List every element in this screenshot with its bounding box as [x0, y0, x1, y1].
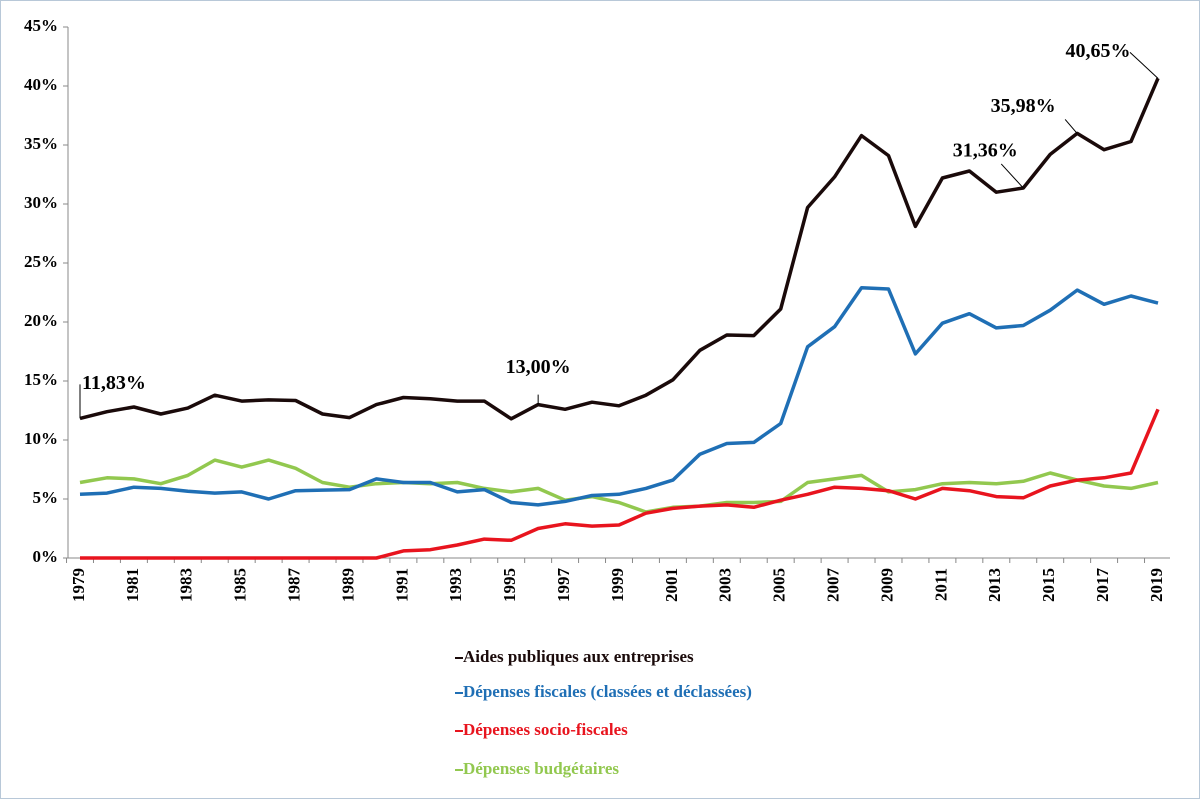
- legend-label: Dépenses fiscales (classées et déclassée…: [463, 682, 752, 701]
- legend-label: Dépenses socio-fiscales: [463, 720, 628, 739]
- x-tick-label: 1993: [446, 568, 465, 602]
- x-tick-label: 2013: [985, 568, 1004, 602]
- y-tick-label: 40%: [24, 75, 58, 94]
- data-label: 11,83%: [82, 372, 146, 394]
- leader-line: [1129, 51, 1159, 79]
- x-tick-label: 2015: [1039, 568, 1058, 602]
- x-tick-label: 2009: [877, 568, 896, 602]
- y-tick-label: 35%: [24, 134, 58, 153]
- y-tick-label: 45%: [24, 16, 58, 35]
- x-tick-label: 1995: [500, 568, 519, 602]
- series-line: [80, 408, 1160, 560]
- y-tick-label: 0%: [33, 547, 59, 566]
- data-label: 40,65%: [1066, 40, 1131, 62]
- x-tick-label: 1979: [69, 568, 88, 602]
- y-tick-label: 10%: [24, 429, 58, 448]
- x-tick-label: 1983: [177, 568, 196, 602]
- legend-label: Aides publiques aux entreprises: [463, 647, 694, 666]
- x-tick-label: 1999: [608, 568, 627, 602]
- y-tick-label: 25%: [24, 252, 58, 271]
- x-tick-label: 1989: [338, 568, 357, 602]
- y-tick-label: 5%: [33, 488, 59, 507]
- series-line: [79, 286, 1159, 507]
- x-tick-label: 1991: [392, 568, 411, 602]
- x-tick-label: 1981: [123, 568, 142, 602]
- leader-line: [1000, 163, 1024, 189]
- x-tick-label: 2007: [824, 568, 843, 603]
- data-label: 31,36%: [953, 140, 1018, 162]
- legend-label: Dépenses budgétaires: [463, 759, 619, 778]
- x-tick-label: 2017: [1093, 568, 1112, 603]
- x-tick-label: 2003: [716, 568, 735, 602]
- x-tick-label: 1985: [231, 568, 250, 602]
- series-line: [79, 77, 1160, 421]
- data-label: 35,98%: [991, 95, 1056, 117]
- x-tick-label: 2005: [770, 568, 789, 602]
- series-line: [79, 458, 1159, 514]
- x-tick-label: 2001: [662, 568, 681, 602]
- leader-line: [1064, 119, 1078, 134]
- x-tick-label: 2011: [931, 568, 950, 601]
- x-tick-label: 2019: [1147, 568, 1166, 602]
- y-tick-label: 30%: [24, 193, 58, 212]
- x-tick-label: 1997: [554, 568, 573, 603]
- y-tick-label: 15%: [24, 370, 58, 389]
- y-tick-label: 20%: [24, 311, 58, 330]
- x-tick-label: 1987: [285, 568, 304, 603]
- data-label: 13,00%: [506, 356, 571, 378]
